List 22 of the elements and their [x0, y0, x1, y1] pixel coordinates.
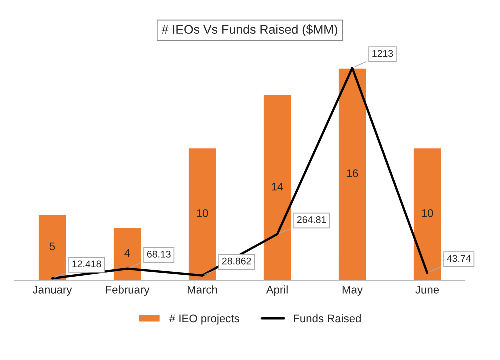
x-tick-label: February	[106, 286, 150, 296]
x-tick-label: May	[342, 286, 363, 296]
data-label: 10	[197, 209, 208, 218]
data-label: 14	[272, 183, 284, 191]
x-tick-label: January	[32, 286, 72, 296]
data-label: 4	[124, 249, 130, 258]
legend-label: # IEO projects	[169, 314, 240, 325]
data-label: 5	[50, 242, 56, 251]
legend-label: Funds Raised	[294, 314, 361, 323]
data-label: 12.418	[72, 260, 102, 268]
data-label: 43.74	[447, 255, 471, 262]
x-tick-label: March	[188, 286, 218, 294]
data-label: 10	[422, 209, 434, 218]
x-tick-label: June	[416, 286, 440, 294]
data-label: 1213	[372, 50, 394, 58]
x-tick-label: April	[266, 286, 288, 296]
data-label: 28.862	[222, 258, 252, 265]
data-label: 16	[347, 170, 358, 178]
data-label: 68.13	[147, 250, 171, 258]
data-label: 264.81	[297, 216, 326, 224]
chart-title: # IEOs Vs Funds Raised ($MM)	[162, 24, 338, 37]
bar	[338, 68, 368, 281]
